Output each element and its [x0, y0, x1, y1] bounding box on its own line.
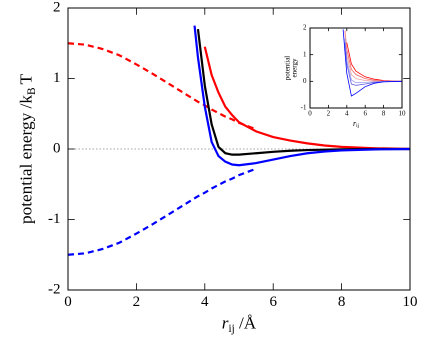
y-tick-label: 0 — [303, 77, 307, 85]
data-line — [203, 46, 410, 151]
y-tick-label: 2 — [53, 0, 61, 15]
data-line — [346, 42, 402, 82]
y-tick-label: 2 — [303, 24, 307, 32]
label-line: potential — [283, 56, 291, 81]
label-part: r — [353, 119, 357, 128]
x-tick-label: 2 — [327, 110, 331, 118]
y-tick-label: -1 — [48, 211, 61, 227]
x-axis-label: rij /Å — [222, 313, 257, 334]
plot-frame — [309, 27, 403, 109]
data-line — [342, 29, 402, 97]
x-tick-label: 4 — [201, 294, 209, 310]
data-line — [196, 29, 410, 156]
label-part: r — [222, 313, 229, 332]
y-tick-label: 0 — [53, 140, 61, 156]
y-tick-label: 1 — [303, 50, 307, 58]
x-axis-label: rij — [353, 119, 359, 129]
label-sub: ij — [356, 123, 359, 129]
data-line — [193, 25, 410, 167]
y-tick-label: -1 — [301, 104, 307, 112]
y-axis-label: potential energy /kBT — [16, 74, 37, 225]
x-tick-label: 6 — [269, 294, 277, 310]
y-axis-label: potentialenergy — [283, 56, 298, 81]
label-part: potential energy /k — [16, 95, 35, 224]
x-tick-label: 10 — [399, 110, 407, 118]
label-part: /Å — [235, 313, 257, 332]
label-line: energy — [290, 58, 298, 77]
label-sub: B — [26, 88, 38, 96]
plot-background — [310, 28, 402, 108]
x-tick-label: 6 — [363, 110, 367, 118]
x-tick-label: 4 — [345, 110, 349, 118]
x-tick-label: 8 — [338, 294, 346, 310]
y-tick-label: 1 — [53, 70, 61, 86]
x-tick-label: 2 — [133, 294, 141, 310]
label-part: T — [16, 74, 35, 85]
x-tick-label: 8 — [382, 110, 386, 118]
plot-frame — [67, 7, 411, 291]
x-tick-label: 0 — [308, 110, 312, 118]
y-tick-label: -2 — [48, 281, 61, 297]
x-tick-label: 0 — [64, 294, 72, 310]
label-sub: ij — [228, 323, 234, 335]
x-tick-label: 10 — [403, 294, 418, 310]
